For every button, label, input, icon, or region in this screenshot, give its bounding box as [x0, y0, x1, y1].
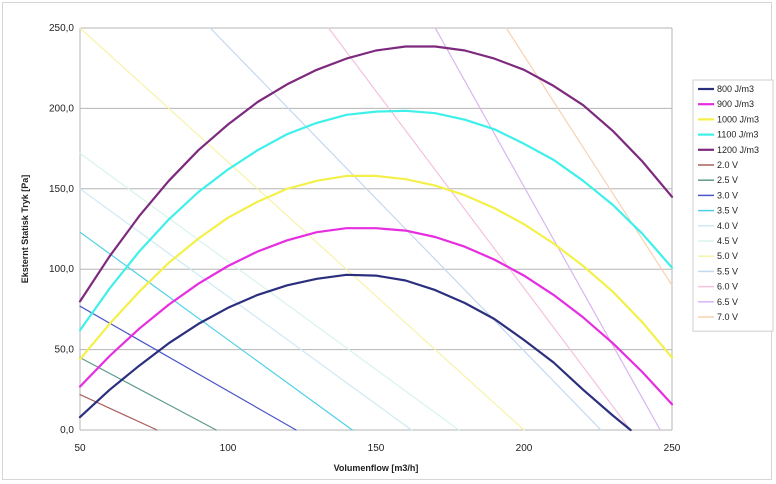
y-tick-labels: 0,0 50,0 100,0 150,0 200,0 250,0: [49, 23, 74, 436]
series-line-16: [505, 27, 673, 286]
legend-label: 2.5 V: [717, 175, 738, 185]
x-tick-label: 100: [220, 443, 237, 454]
series-line-8: [79, 305, 297, 431]
gridlines: [79, 27, 673, 431]
legend-label: 7.0 V: [717, 312, 738, 322]
legend-label: 800 J/m3: [717, 84, 754, 94]
series-line-15: [434, 27, 661, 431]
x-tick-label: 200: [516, 443, 533, 454]
legend: 800 J/m3 900 J/m3 1000 J/m3 1100 J/m3 1200 J…: [692, 79, 774, 332]
legend-label: 4.5 V: [717, 236, 738, 246]
series-line-13: [209, 27, 602, 431]
legend-label: 3.0 V: [717, 190, 738, 200]
x-axis-title: Volumenflow [m3/h]: [334, 463, 419, 473]
y-tick-label: 150,0: [49, 184, 74, 195]
x-tick-label: 50: [74, 443, 86, 454]
series-line-7: [79, 357, 217, 431]
series-line-5: [78, 45, 674, 303]
x-tick-label: 150: [368, 443, 385, 454]
series-line-10: [79, 188, 413, 431]
legend-label: 4.0 V: [717, 221, 738, 231]
y-tick-label: 100,0: [49, 264, 74, 275]
legend-label: 1200 J/m3: [717, 145, 759, 155]
legend-label: 2.0 V: [717, 160, 738, 170]
x-tick-labels: 50 100 150 200 250: [74, 443, 680, 454]
y-tick-label: 250,0: [49, 23, 74, 34]
series-line-3: [78, 174, 674, 361]
series-line-12: [79, 27, 525, 431]
series-layer: [78, 27, 674, 432]
legend-label: 6.5 V: [717, 297, 738, 307]
series-line-1: [78, 273, 632, 432]
series-line-4: [78, 109, 674, 332]
series-line-6: [79, 394, 158, 431]
legend-label: 5.5 V: [717, 266, 738, 276]
y-tick-label: 50,0: [55, 345, 75, 356]
legend-label: 900 J/m3: [717, 99, 754, 109]
y-tick-label: 200,0: [49, 103, 74, 114]
legend-label: 1000 J/m3: [717, 114, 759, 124]
series-line-9: [79, 231, 353, 431]
legend-label: 6.0 V: [717, 282, 738, 292]
y-tick-label: 0,0: [60, 425, 74, 436]
legend-label: 5.0 V: [717, 251, 738, 261]
legend-label: 1100 J/m3: [717, 130, 758, 140]
legend-box: [692, 79, 774, 332]
series-line-2: [78, 227, 674, 406]
y-axis-title: Eksternt Statisk Tryk [Pa]: [20, 175, 30, 284]
x-tick-label: 250: [664, 443, 681, 454]
legend-label: 3.5 V: [717, 206, 738, 216]
series-line-14: [328, 27, 632, 431]
